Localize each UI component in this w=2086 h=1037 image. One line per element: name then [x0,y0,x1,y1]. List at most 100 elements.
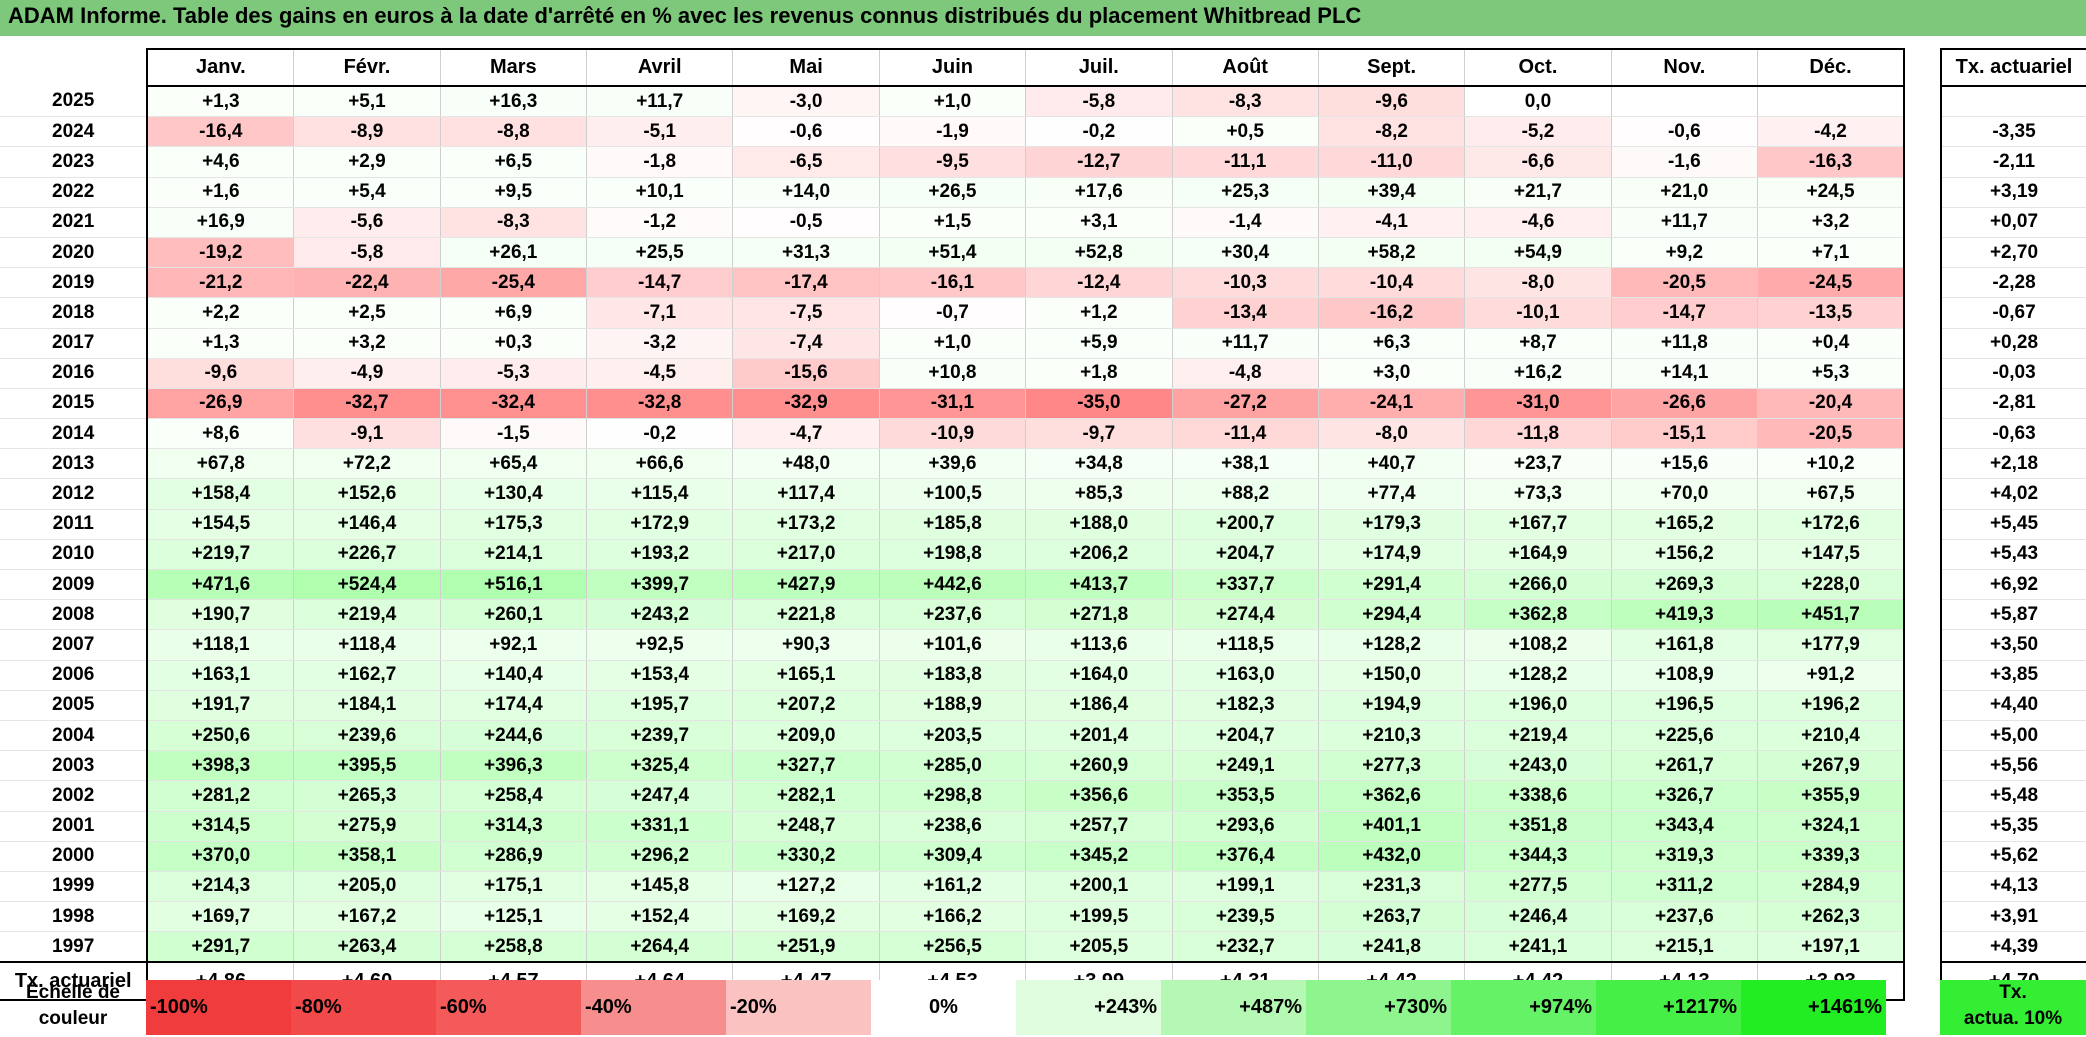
tx-actuariel-row: -2,81 [1940,388,2086,420]
gain-cell: +219,4 [1464,720,1612,752]
table-row: 2025 +1,3 +5,1 +16,3 +11,7 -3,0 +1,0 -5,8 -8,3 -9… [0,85,1906,118]
gain-cell: +10,2 [1757,448,1906,480]
gain-cell: +199,5 [1025,901,1173,933]
gain-cell [1757,86,1906,118]
color-scale-swatch: +487% [1161,980,1306,1035]
table-row: 2006 +163,1 +162,7 +140,4 +153,4 +165,1 +183,8… [0,660,1906,691]
table-row: 2007 +118,1 +118,4 +92,1 +92,5 +90,3 +101,6 +11… [0,629,1906,661]
gain-cell: -4,6 [1464,207,1612,238]
gain-cell: +228,0 [1757,569,1906,601]
gain-cell: +115,4 [586,478,733,510]
color-scale-swatch: +1217% [1596,980,1741,1035]
gain-cell: +173,2 [732,509,880,540]
gain-cell: +9,5 [439,177,587,208]
gain-cell: +117,4 [732,478,880,510]
gain-cell: +1,5 [878,207,1026,238]
year-label: 2007 [0,629,148,661]
gain-cell: +152,6 [293,478,441,510]
gain-cell: +5,1 [293,86,441,118]
gain-cell: +395,5 [293,750,441,782]
gain-cell: +277,3 [1317,750,1465,782]
tx-actuariel-cell: -3,35 [1940,116,2086,148]
table-row: 2017 +1,3 +3,2 +0,3 -3,2 -7,4 +1,0 +5,9 +11,7 +6,… [0,328,1906,359]
gain-cell: +169,2 [732,901,880,933]
gain-cell: -27,2 [1171,388,1319,420]
gain-cell: +130,4 [439,478,587,510]
color-scale: -100% -80% -60% -40% -20% 0% +243% +487% +730% +9… [146,980,1886,1035]
gain-cell: -22,4 [293,267,441,299]
tx-actuariel-row: +4,02 [1940,478,2086,510]
color-scale-swatch: -20% [726,980,871,1035]
tx-actuariel-cell: +3,50 [1940,629,2086,661]
gain-cell: +188,0 [1025,509,1173,540]
gain-cell: +24,5 [1757,177,1906,208]
year-label: 2011 [0,509,148,540]
year-label: 2023 [0,146,148,178]
gain-cell: +251,9 [732,931,880,963]
gain-cell: +261,7 [1610,750,1758,782]
gain-cell: +250,6 [146,720,294,752]
gain-cell: -11,4 [1171,418,1319,450]
year-label: 2006 [0,660,148,691]
gain-cell: +172,6 [1757,509,1906,540]
gain-cell: +3,2 [293,328,441,359]
table-row: 2023 +4,6 +2,9 +6,5 -1,8 -6,5 -9,5 -12,7 -11,1 -1… [0,146,1906,178]
gain-cell: -4,2 [1757,116,1906,148]
gain-cell: +1,6 [146,177,294,208]
year-label: 1998 [0,901,148,933]
gain-cell: -4,7 [732,418,880,450]
month-header-1: Janv. [146,48,294,87]
gain-cell: +128,2 [1317,629,1465,661]
table-row: 2016 -9,6 -4,9 -5,3 -4,5 -15,6 +10,8 +1,8 -4,8 +3… [0,358,1906,389]
tx-actuariel-cell: +4,02 [1940,478,2086,510]
gain-cell: +275,9 [293,811,441,842]
tx-actuariel-row: +4,13 [1940,871,2086,903]
gain-cell: +3,1 [1025,207,1173,238]
tx-actuariel-row: +0,07 [1940,207,2086,238]
gain-cell: +73,3 [1464,478,1612,510]
gain-cell: +326,7 [1610,780,1758,812]
gain-cell: -10,4 [1317,267,1465,299]
gain-cell: +17,6 [1025,177,1173,208]
color-scale-swatch: +974% [1451,980,1596,1035]
gain-cell: +1,0 [878,86,1026,118]
tx-actuariel-header: Tx. actuariel [1940,48,2086,87]
gain-cell: +101,6 [878,629,1026,661]
gain-cell: +241,1 [1464,931,1612,963]
gain-cell: +196,2 [1757,690,1906,721]
gain-cell: +164,0 [1025,660,1173,691]
table-row: 2000 +370,0 +358,1 +286,9 +296,2 +330,2 +309,4… [0,841,1906,872]
gain-cell: +163,0 [1171,660,1319,691]
tx-actuariel-row: -3,35 [1940,116,2086,148]
gain-cell: +16,9 [146,207,294,238]
gain-cell: -8,9 [293,116,441,148]
gain-cell: +291,7 [146,931,294,963]
gain-cell: +54,9 [1464,237,1612,269]
gain-cell: -9,6 [1317,86,1465,118]
gain-cell: +243,0 [1464,750,1612,782]
gain-cell: -5,2 [1464,116,1612,148]
tx-actuariel-cell: +0,28 [1940,328,2086,359]
gain-cell: +232,7 [1171,931,1319,963]
gain-cell: +5,9 [1025,328,1173,359]
tx-actuariel-row: +2,70 [1940,237,2086,269]
gain-cell: +214,1 [439,539,587,571]
gain-cell: +209,0 [732,720,880,752]
color-scale-swatch: -40% [581,980,726,1035]
gain-cell: +215,1 [1610,931,1758,963]
color-scale-swatch: +730% [1306,980,1451,1035]
gain-cell: -13,5 [1757,297,1906,329]
gain-cell: +200,1 [1025,871,1173,903]
tx-actuariel-row: +3,50 [1940,629,2086,661]
tx-actuariel-row: -0,63 [1940,418,2086,450]
gain-cell: -1,4 [1171,207,1319,238]
tx-actuariel-row: +4,39 [1940,931,2086,963]
gain-cell: -5,6 [293,207,441,238]
table-row: 2019 -21,2 -22,4 -25,4 -14,7 -17,4 -16,1 -12,4-… [0,267,1906,299]
gain-cell: +14,1 [1610,358,1758,389]
table-row: 2020 -19,2 -5,8 +26,1 +25,5 +31,3 +51,4 +52,8 +3… [0,237,1906,269]
tx-actuariel-cell: -0,03 [1940,358,2086,389]
gain-cell: +161,8 [1610,629,1758,661]
tx-actuariel-cell: -2,81 [1940,388,2086,420]
year-label: 2019 [0,267,148,299]
